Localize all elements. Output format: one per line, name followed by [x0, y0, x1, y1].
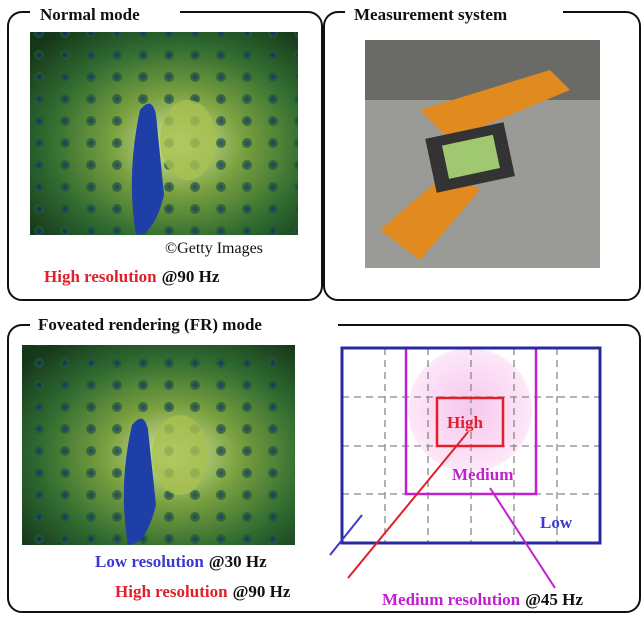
figure: Normal mode Measurement system Foveated … [0, 0, 644, 618]
caption-rate: @90 Hz [162, 267, 220, 286]
region-label: Medium [452, 465, 513, 484]
caption: Low resolution @30 Hz [95, 552, 267, 571]
caption: High resolution @90 Hz [44, 267, 220, 286]
peacock-image [22, 345, 295, 545]
caption-label: Low resolution [95, 552, 204, 571]
image-credit: ©Getty Images [165, 240, 263, 257]
panel-title: Foveated rendering (FR) mode [38, 315, 262, 334]
panel-title: Normal mode [40, 5, 140, 24]
measurement-photo [365, 40, 600, 268]
panel-title: Measurement system [354, 5, 507, 24]
caption: Medium resolution@45 Hz [382, 590, 583, 609]
caption-label: High resolution [115, 582, 228, 601]
caption-rate: @90 Hz [233, 582, 291, 601]
caption-label: High resolution [44, 267, 157, 286]
caption: High resolution @90 Hz [115, 582, 291, 601]
peacock-image [30, 32, 298, 235]
caption-rate: @45 Hz [525, 590, 583, 609]
caption-rate: @30 Hz [209, 552, 267, 571]
region-label: Low [540, 513, 573, 532]
caption-label: Medium resolution [382, 590, 521, 609]
region-label: High [447, 413, 483, 432]
